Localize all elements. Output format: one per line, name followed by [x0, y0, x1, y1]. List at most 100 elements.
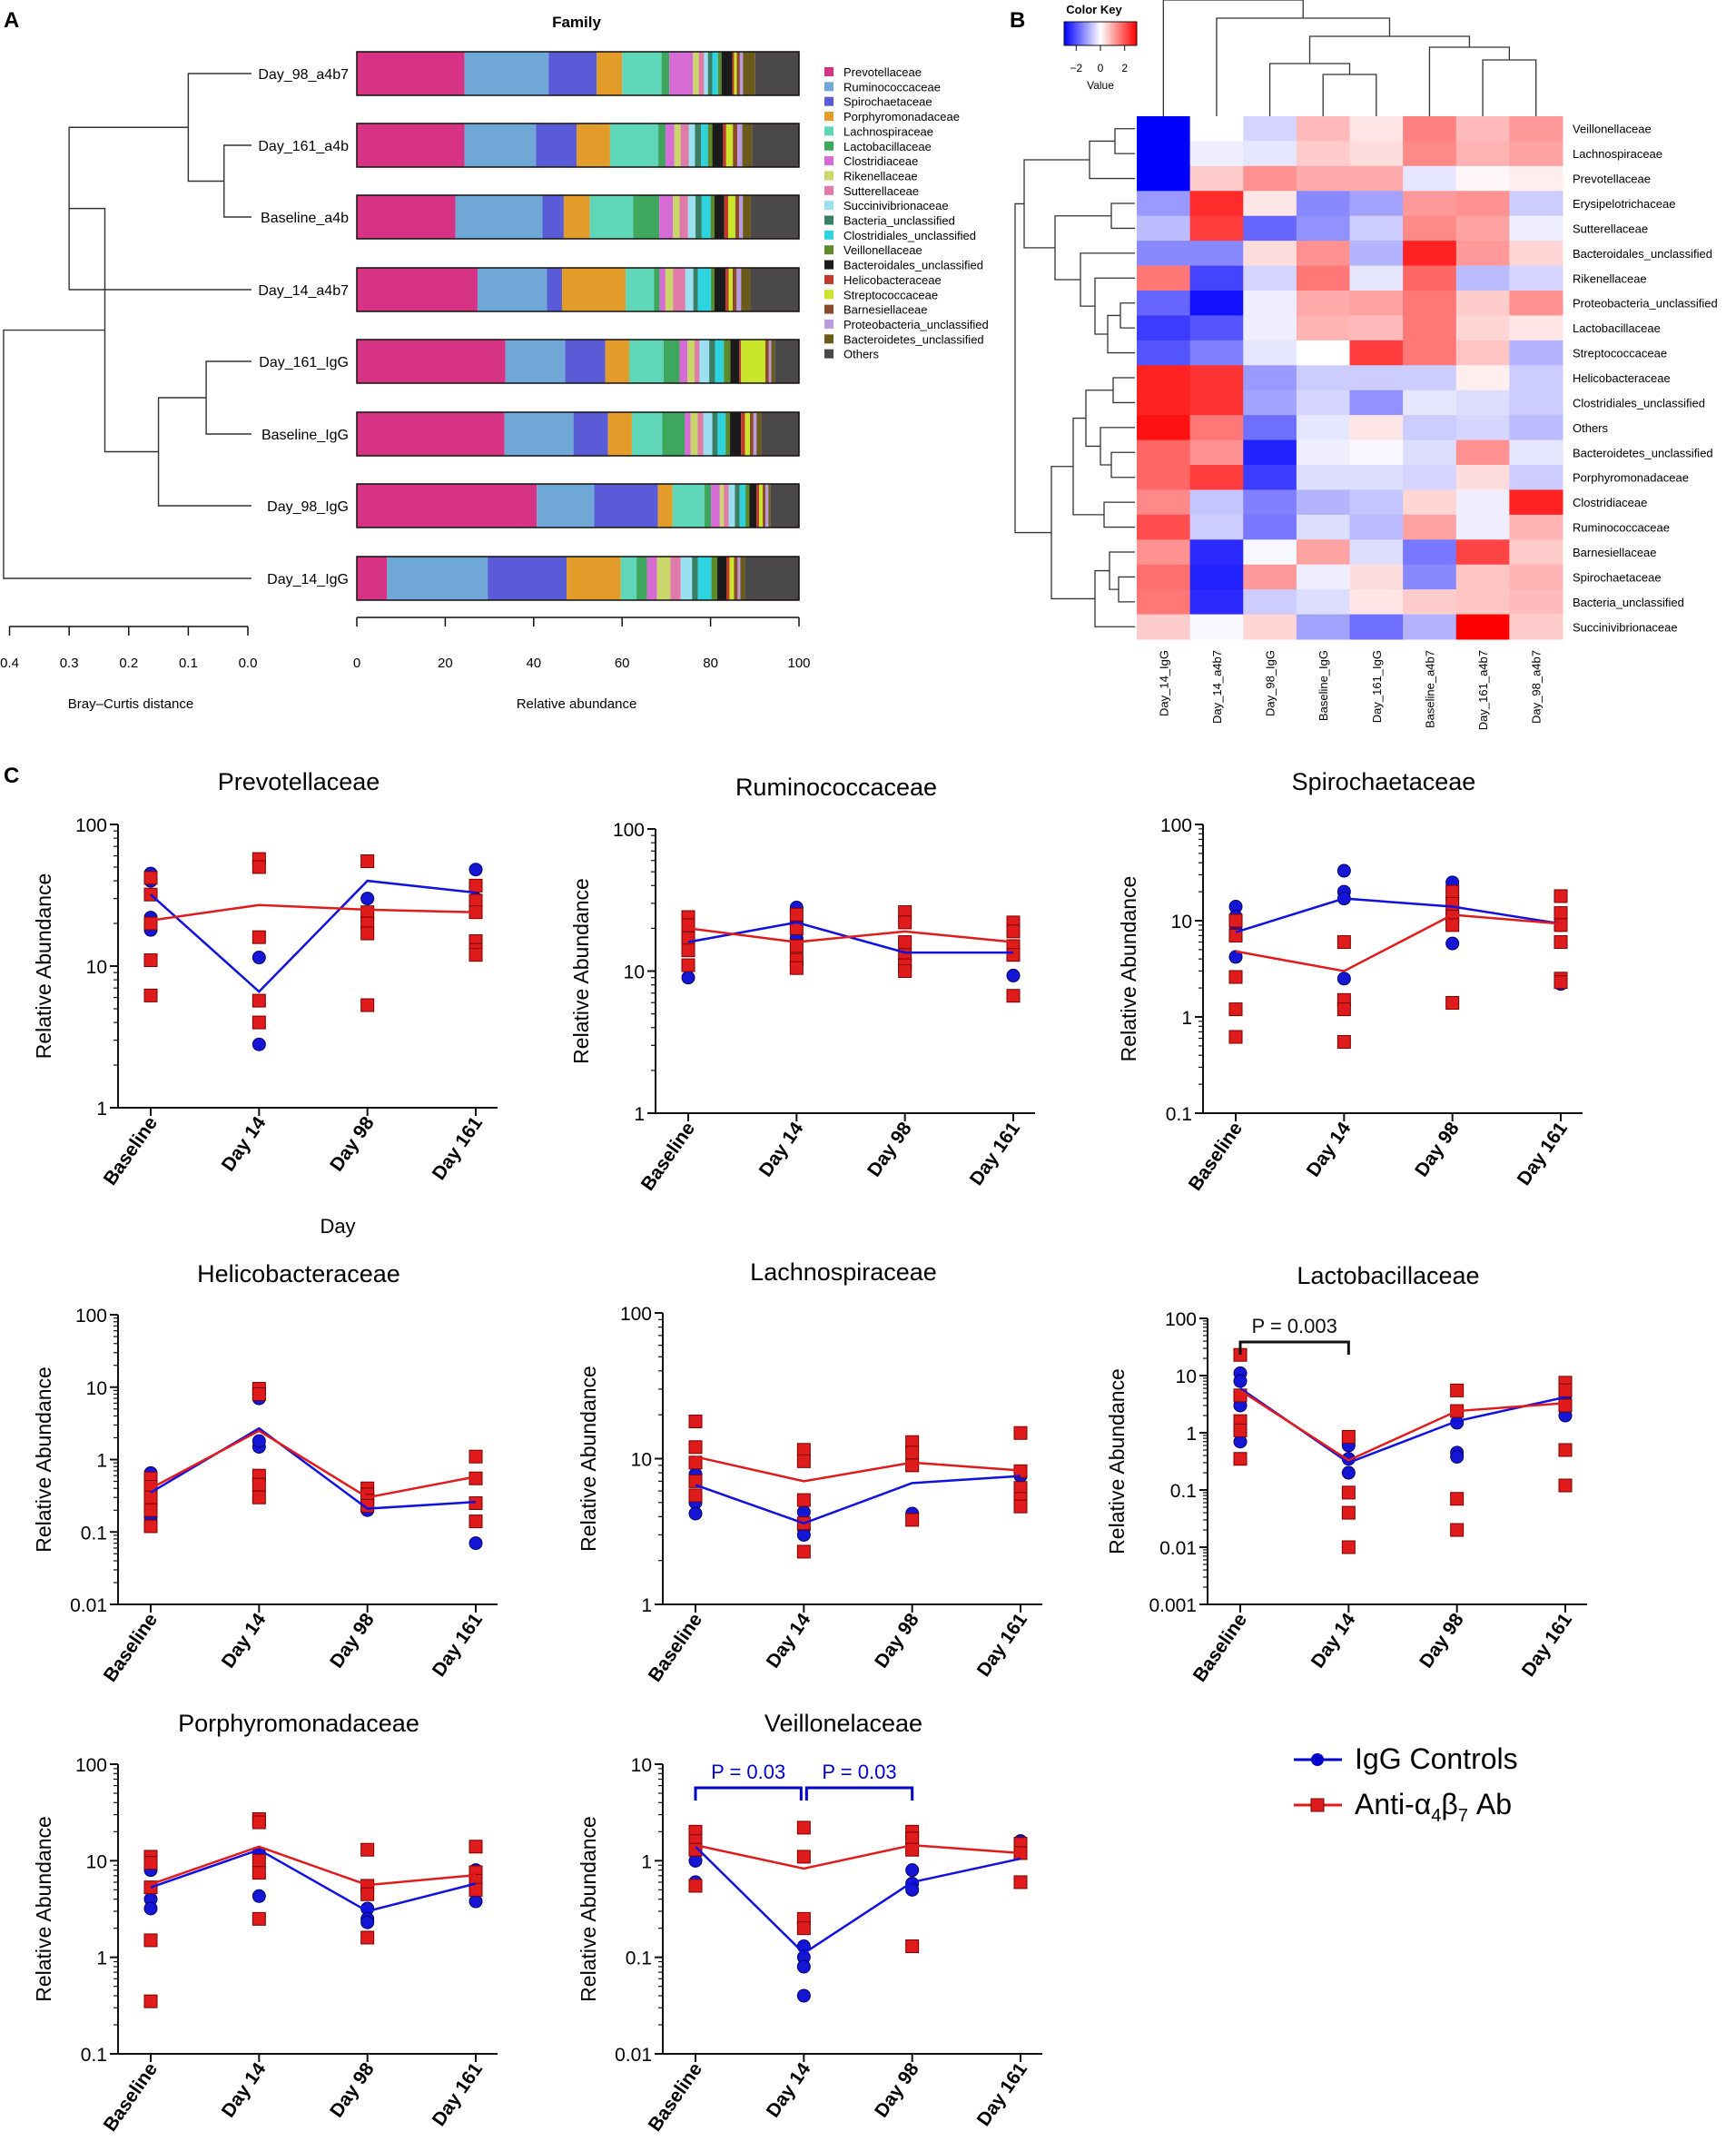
bar-segment [732, 268, 737, 311]
legend-label: Bacteroidetes_unclassified [843, 332, 984, 346]
x-tick-label: Day 98 [326, 2058, 379, 2121]
ab-point [688, 1455, 703, 1470]
heatmap-cell [1403, 315, 1457, 341]
y-tick-label: 10 [86, 1378, 107, 1399]
heatmap-cell [1296, 165, 1350, 192]
bar-segment [761, 412, 799, 456]
panel-c-scatter-panels: Prevotellaceae 1 10 100 Relative Abundance Ba… [32, 768, 1587, 2136]
bar-segment [739, 484, 746, 528]
heatmap-cell [1243, 564, 1297, 590]
sample-label: Day_98_IgG [267, 499, 349, 515]
igg-point [1445, 936, 1460, 951]
color-key-tick-label: 2 [1121, 62, 1128, 74]
panel-label-c: C [4, 764, 19, 788]
ab-point [905, 1458, 920, 1473]
heatmap-cell [1137, 265, 1191, 291]
heatmap-cell [1189, 415, 1244, 441]
heatmap-cell [1296, 614, 1350, 640]
bar-segment [609, 123, 659, 167]
ab-point [252, 1490, 266, 1505]
x-tick-label: Day 161 [429, 1112, 488, 1183]
heatmap-row-label: Sutterellaceae [1573, 222, 1648, 235]
dendro-tick-label: 0.2 [119, 656, 138, 671]
heatmap-cell [1349, 165, 1404, 192]
heatmap-cell [1243, 215, 1297, 242]
heatmap-cell [1296, 365, 1350, 391]
col-dendrogram-branch [1216, 17, 1391, 116]
heatmap-cell [1296, 489, 1350, 516]
legend-label: Others [843, 348, 880, 361]
bar-segment [745, 412, 750, 456]
heatmap-cell [1296, 564, 1350, 590]
bar-segment [712, 412, 718, 456]
legend-swatch [824, 274, 833, 284]
ab-point [143, 1503, 158, 1517]
significance-label: P = 0.03 [822, 1761, 896, 1783]
heatmap-row-label: Streptococcaceae [1573, 347, 1667, 360]
ab-point [1341, 1505, 1356, 1520]
bar-segment [656, 557, 671, 600]
heatmap-cell [1455, 141, 1510, 167]
heatmap-row-label: Succinivibrionaceae [1573, 620, 1678, 634]
ab-point [252, 1386, 266, 1401]
ab-point [143, 1933, 158, 1948]
heatmap-cell [1296, 390, 1350, 416]
heatmap-cell [1243, 340, 1297, 366]
igg-point [1337, 972, 1351, 986]
ab-mean-line [687, 927, 1014, 943]
bar-segment [628, 340, 664, 383]
bar-segment [733, 123, 738, 167]
subplot-6: Porphyromonadaceae 0.1 1 10 100 Relative Abun… [32, 1710, 498, 2136]
ab-point [796, 1443, 811, 1457]
bar-segment [703, 412, 713, 456]
heatmap-row-label: Helicobacteraceae [1573, 371, 1671, 385]
heatmap-cell [1455, 340, 1510, 366]
bar-segment [687, 195, 696, 239]
y-axis-label: Relative Abundance [1117, 876, 1140, 1062]
bar-segment [743, 195, 751, 239]
heatmap-col-label: Day_14_a4b7 [1210, 650, 1224, 724]
heatmap-cell [1403, 439, 1457, 466]
bar-segment [646, 557, 657, 600]
bar-segment [732, 52, 735, 95]
heatmap-row-label: Bacteria_unclassified [1573, 596, 1684, 609]
bar-segment [711, 268, 715, 311]
igg-point [681, 971, 695, 985]
color-key-tick-label: −2 [1070, 62, 1082, 74]
bar-segment [771, 340, 775, 383]
bar-segment [687, 340, 695, 383]
heatmap-cell [1509, 165, 1563, 192]
y-axis-label: Relative Abundance [577, 1366, 600, 1552]
igg-point [252, 1434, 266, 1448]
legend-label: Lactobacillaceae [843, 140, 932, 153]
bar-segment [737, 557, 741, 600]
heatmap-cell [1403, 514, 1457, 540]
heatmap-cell [1349, 465, 1404, 490]
ab-point [1554, 975, 1568, 990]
ab-point [1554, 935, 1568, 950]
heatmap-cell [1455, 365, 1510, 391]
dendrogram-branch [3, 329, 252, 579]
y-tick-label: 10 [86, 957, 107, 978]
ab-point [1341, 1485, 1356, 1500]
heatmap-cell [1403, 489, 1457, 516]
heatmap-cell [1296, 241, 1350, 267]
heatmap-cell [1189, 365, 1244, 391]
x-tick-label: 60 [615, 656, 630, 671]
bar-segment [704, 484, 712, 528]
ab-point [681, 931, 695, 945]
heatmap-cell [1455, 614, 1510, 640]
heatmap-cell [1509, 465, 1563, 490]
ab-point [1228, 1030, 1243, 1044]
igg-point [360, 892, 375, 906]
heatmap-cell [1137, 390, 1191, 416]
bar-segment [357, 123, 465, 167]
bar-segment [620, 557, 637, 600]
heatmap-cell [1243, 191, 1297, 217]
bar-segment [673, 195, 680, 239]
subplot-title: Helicobacteraceae [197, 1260, 400, 1288]
color-key-label: Value [1087, 79, 1114, 92]
heatmap-row-label: Spirochaetaceae [1573, 570, 1662, 584]
heatmap-col-label: Day_98_IgG [1264, 650, 1277, 716]
panel-label-b: B [1010, 8, 1025, 33]
